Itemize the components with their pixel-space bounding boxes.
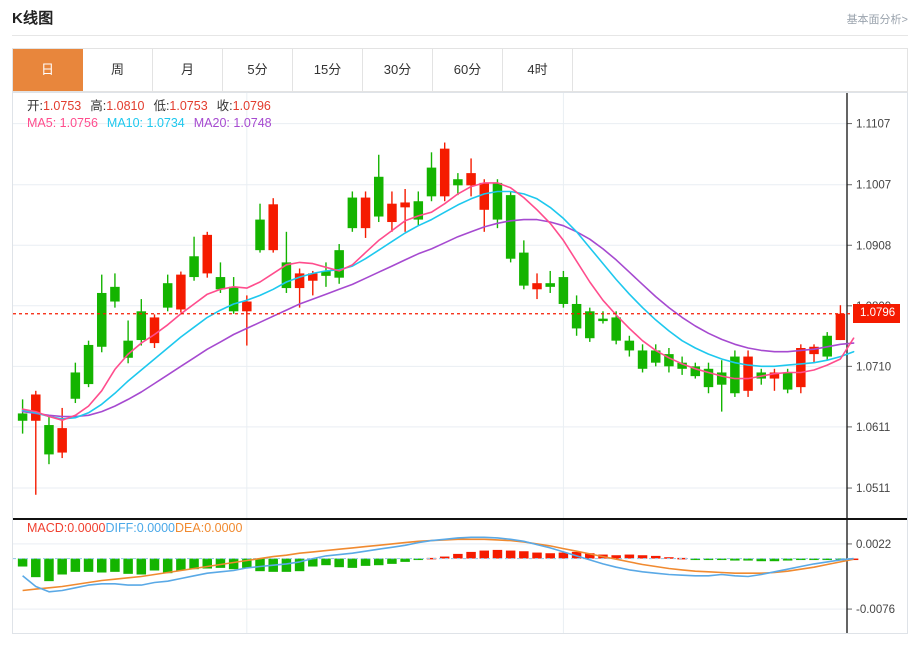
tab-60min[interactable]: 60分 bbox=[433, 49, 503, 91]
svg-text:1.0908: 1.0908 bbox=[856, 240, 891, 252]
header-divider bbox=[12, 35, 908, 36]
svg-text:0.0022: 0.0022 bbox=[856, 539, 891, 551]
tab-15min[interactable]: 15分 bbox=[293, 49, 363, 91]
svg-text:-0.0076: -0.0076 bbox=[856, 604, 895, 616]
tab-week[interactable]: 周 bbox=[83, 49, 153, 91]
candlestick-panel[interactable]: 开:1.0753 高:1.0810 低:1.0753 收:1.0796 MA5: 1.… bbox=[13, 93, 907, 518]
candlestick-svg: 1.11071.10071.09081.08091.07101.06111.05… bbox=[13, 93, 891, 518]
tab-30min[interactable]: 30分 bbox=[363, 49, 433, 91]
current-price-tag: 1.0796 bbox=[853, 304, 901, 324]
tab-month[interactable]: 月 bbox=[153, 49, 223, 91]
tab-day[interactable]: 日 bbox=[13, 49, 83, 91]
page-header: K线图 基本面分析> bbox=[0, 0, 920, 36]
fundamental-analysis-link[interactable]: 基本面分析> bbox=[846, 14, 908, 26]
page-title: K线图 bbox=[12, 10, 54, 27]
svg-text:1.0611: 1.0611 bbox=[856, 422, 890, 434]
macd-panel[interactable]: MACD:0.0000DIFF:0.0000DEA:0.0000 0.0022-… bbox=[13, 520, 907, 633]
tab-4hour[interactable]: 4时 bbox=[503, 49, 573, 91]
chart-frame: 开:1.0753 高:1.0810 低:1.0753 收:1.0796 MA5: 1.… bbox=[12, 92, 908, 634]
period-tab-bar: 日 周 月 5分 15分 30分 60分 4时 bbox=[12, 48, 908, 92]
svg-text:1.0511: 1.0511 bbox=[856, 483, 890, 495]
tab-bar-filler bbox=[573, 49, 907, 91]
svg-text:1.1007: 1.1007 bbox=[856, 180, 891, 192]
panel-separator bbox=[13, 518, 907, 520]
macd-svg: 0.0022 -0.0076 bbox=[13, 520, 895, 633]
tab-5min[interactable]: 5分 bbox=[223, 49, 293, 91]
svg-text:1.1107: 1.1107 bbox=[856, 119, 890, 131]
svg-text:1.0710: 1.0710 bbox=[856, 361, 891, 373]
